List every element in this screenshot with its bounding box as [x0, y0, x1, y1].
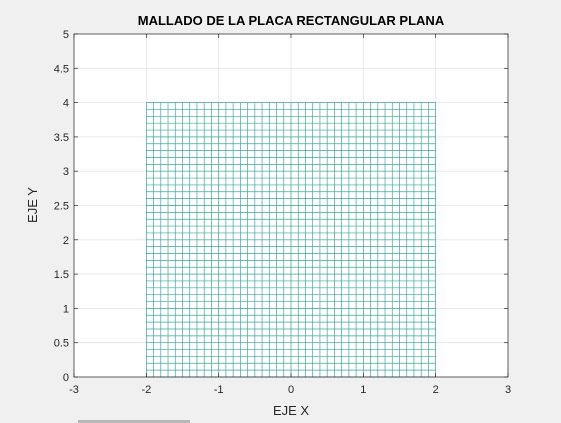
- y-axis-label: EJE Y: [25, 187, 40, 223]
- x-tick-label: 2: [433, 384, 439, 396]
- chart-title: MALLADO DE LA PLACA RECTANGULAR PLANA: [138, 13, 445, 28]
- y-tick-label: 2: [63, 235, 69, 247]
- y-tick-label: 0.5: [54, 338, 69, 350]
- x-tick-label: 1: [360, 384, 366, 396]
- x-tick-label: -3: [69, 384, 79, 396]
- mesh-grid: [145, 102, 437, 378]
- x-tick-label: -1: [214, 384, 224, 396]
- x-tick-label: 3: [505, 384, 511, 396]
- y-tick-label: 1: [63, 303, 69, 315]
- y-tick-label: 2.5: [54, 201, 69, 213]
- y-tick-label: 4: [63, 98, 69, 110]
- y-ticks: 0 0.5 1 1.5 2 2.5 3 3.5 4 4.5 5: [54, 29, 508, 384]
- scrollbar[interactable]: [78, 420, 190, 423]
- y-tick-label: 3: [63, 166, 69, 178]
- x-axis-label: EJE X: [273, 403, 309, 418]
- y-tick-label: 5: [63, 29, 69, 41]
- x-tick-label: 0: [288, 384, 294, 396]
- y-tick-label: 0: [63, 372, 69, 384]
- y-tick-label: 4.5: [54, 63, 69, 75]
- x-ticks: -3 -2 -1 0 1 2 3: [69, 34, 511, 396]
- x-tick-label: -2: [141, 384, 151, 396]
- y-tick-label: 3.5: [54, 132, 69, 144]
- y-tick-label: 1.5: [54, 269, 69, 281]
